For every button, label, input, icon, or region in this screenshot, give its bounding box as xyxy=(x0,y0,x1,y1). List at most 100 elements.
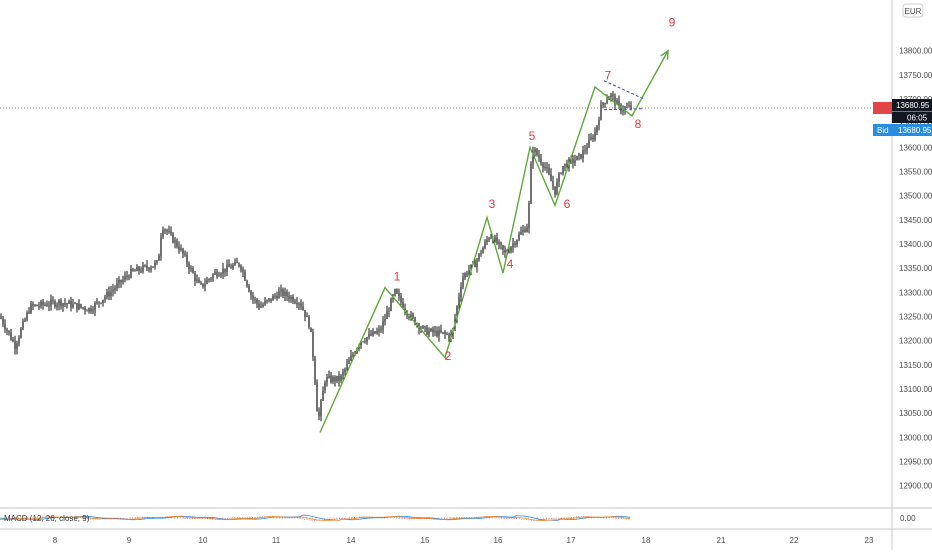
arrow-head-lines xyxy=(660,49,669,60)
wave-label-9: 9 xyxy=(669,16,676,30)
candle-body xyxy=(388,310,390,312)
time-axis-ticks: 8 9 10 11 14 15 16 17 18 21 22 23 xyxy=(53,536,874,545)
candle-body xyxy=(132,268,134,271)
candle-body xyxy=(352,354,354,356)
candle-body xyxy=(226,264,228,272)
candle-body xyxy=(118,279,120,284)
currency-badge[interactable]: EUR xyxy=(902,3,924,18)
wave-arrow-head xyxy=(660,49,669,60)
candle-body xyxy=(534,149,536,152)
candle-body xyxy=(14,341,16,350)
candle-body xyxy=(116,283,118,289)
y-tick-14: 13600.00 xyxy=(899,143,932,152)
candle-body xyxy=(282,289,284,296)
candle-body xyxy=(284,291,286,296)
candle-body xyxy=(292,296,294,302)
triangle-upper-line xyxy=(603,80,645,100)
candle-body xyxy=(178,246,180,251)
candle-body xyxy=(200,282,202,284)
currency-badge-frame xyxy=(902,3,924,18)
wave-label-5: 5 xyxy=(529,129,536,143)
candle-body xyxy=(530,163,532,204)
candle-body xyxy=(580,154,582,159)
candle-body xyxy=(110,291,112,297)
last-price-bg xyxy=(892,99,932,111)
candle-body xyxy=(512,243,514,248)
candle-body xyxy=(102,299,104,304)
candle-body xyxy=(164,229,166,231)
y-tick-1: 12950.00 xyxy=(899,458,932,467)
candle-body xyxy=(6,329,8,331)
candle-body xyxy=(614,96,616,105)
candle-body xyxy=(558,173,560,182)
candle-body xyxy=(540,158,542,164)
bid-tag-bg xyxy=(873,124,932,136)
candle-body xyxy=(438,329,440,337)
candle-body xyxy=(182,248,184,255)
candle-body xyxy=(464,273,466,278)
candle-body xyxy=(598,120,600,126)
wave-label-3: 3 xyxy=(489,197,496,211)
candle-body xyxy=(318,411,320,417)
candle-body xyxy=(86,310,88,312)
candle-body xyxy=(630,105,632,109)
candle-body xyxy=(552,181,554,187)
candle-body xyxy=(40,301,42,307)
candle-body xyxy=(312,332,314,358)
candle-body xyxy=(482,248,484,254)
candle-body xyxy=(124,275,126,280)
candle-body xyxy=(36,304,38,307)
candle-body xyxy=(584,150,586,152)
candle-body xyxy=(72,303,74,308)
elliott-wave-projection xyxy=(319,50,669,433)
candle-body xyxy=(268,298,270,301)
candle-body xyxy=(50,299,52,306)
candle-body xyxy=(70,301,72,308)
x-tick-8: 18 xyxy=(642,536,651,545)
candle-body xyxy=(176,240,178,247)
candle-body xyxy=(384,318,386,322)
candle-body xyxy=(214,271,216,275)
candle-body xyxy=(368,333,370,338)
candle-body xyxy=(320,400,322,417)
candle-body xyxy=(374,331,376,334)
last-price-value: 13680.95 xyxy=(896,101,930,110)
candle-body xyxy=(440,329,442,333)
candle-body xyxy=(174,240,176,243)
candle-body xyxy=(136,267,138,272)
price-axis-ticks: 12900.00 12950.00 13000.00 13050.00 13100.00… xyxy=(899,47,932,491)
wave-label-8: 8 xyxy=(635,117,642,131)
candle-body xyxy=(616,100,618,105)
candle-body xyxy=(424,326,426,328)
candle-body xyxy=(342,371,344,376)
candle-body xyxy=(230,267,232,269)
candle-body xyxy=(428,331,430,335)
bid-value: 13680.95 xyxy=(898,126,932,135)
candle-body xyxy=(526,227,528,232)
candle-body xyxy=(274,295,276,297)
wave-label-2: 2 xyxy=(445,349,452,363)
candle-body xyxy=(64,303,66,305)
candle-body xyxy=(52,299,54,302)
x-tick-11: 23 xyxy=(865,536,874,545)
y-tick-5: 13150.00 xyxy=(899,361,932,370)
candle-body xyxy=(98,301,100,303)
candle-body xyxy=(172,233,174,243)
y-tick-6: 13200.00 xyxy=(899,337,932,346)
candle-body xyxy=(142,265,144,272)
candle-body xyxy=(516,240,518,245)
macd-label[interactable]: MACD (12, 26, close, 9) xyxy=(4,514,90,523)
candle-body xyxy=(360,341,362,346)
candle-body xyxy=(186,254,188,264)
wave-labels: 1 2 3 4 5 6 7 8 9 xyxy=(394,16,676,363)
candle-body xyxy=(146,265,148,268)
candle-body xyxy=(484,241,486,249)
candle-body xyxy=(370,333,372,336)
candle-body xyxy=(490,237,492,239)
candle-body xyxy=(120,279,122,283)
candle-body xyxy=(188,263,190,270)
candle-body xyxy=(436,330,438,337)
x-tick-0: 8 xyxy=(53,536,58,545)
candle-body xyxy=(224,268,226,272)
